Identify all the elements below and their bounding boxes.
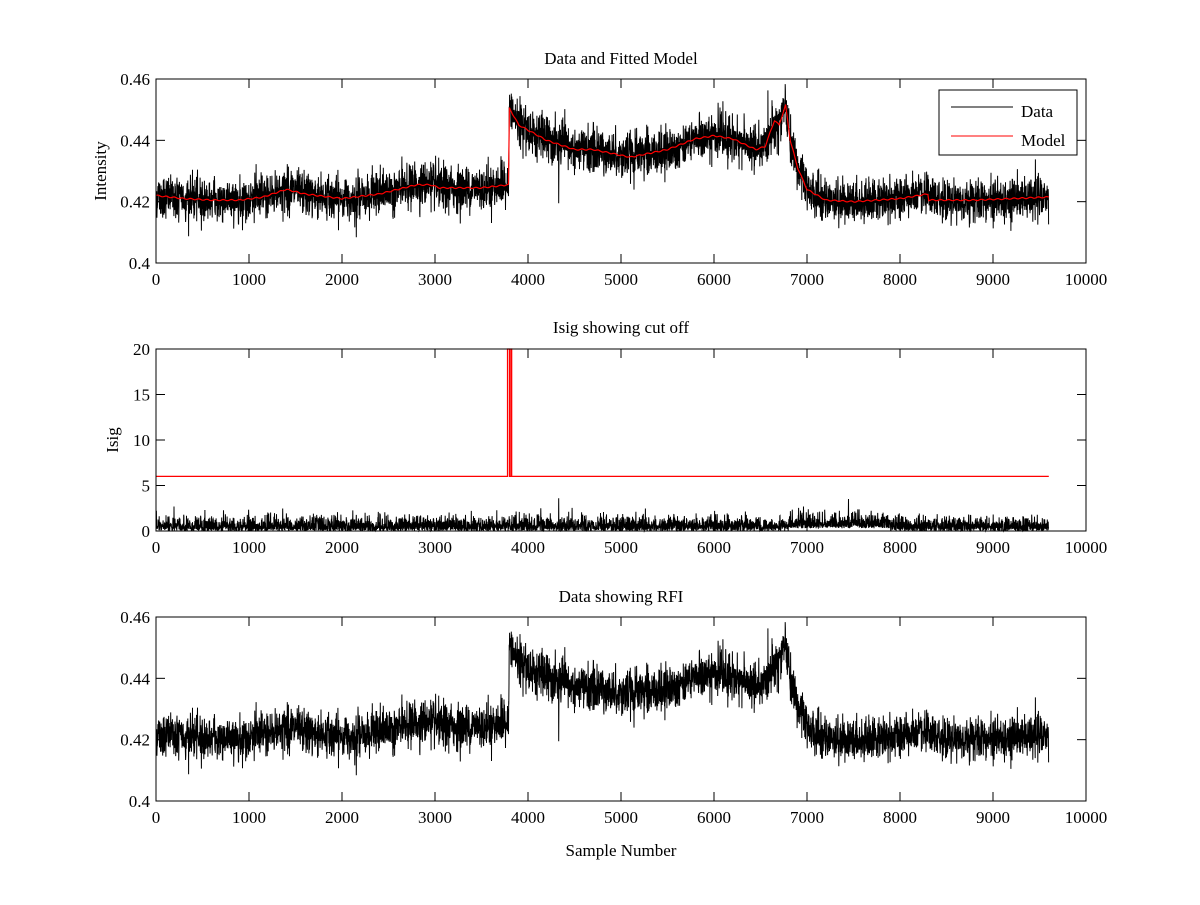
x-tick-label: 5000 — [604, 538, 638, 557]
x-tick-label: 10000 — [1065, 538, 1108, 557]
x-tick-label: 0 — [152, 270, 161, 289]
x-tick-label: 6000 — [697, 808, 731, 827]
subplot-data-and-model: Data and Fitted Model Intensity 0 1000 200… — [91, 49, 1107, 289]
x-tick-label: 0 — [152, 808, 161, 827]
x-tick-label: 7000 — [790, 538, 824, 557]
x-tick-label: 7000 — [790, 270, 824, 289]
x-tick-label: 1000 — [232, 538, 266, 557]
y-tick-label: 0.46 — [120, 608, 150, 627]
legend: Data Model — [938, 89, 1078, 156]
y-tick-label: 20 — [133, 340, 150, 359]
x-tick-label: 9000 — [976, 808, 1010, 827]
cutoff-series-line — [156, 348, 1049, 477]
legend-model-label: Model — [1021, 131, 1066, 150]
x-tick-label: 2000 — [325, 808, 359, 827]
subplot-2-ylabel: Isig — [103, 427, 122, 453]
x-tick-label: 3000 — [418, 808, 452, 827]
y-tick-label: 15 — [133, 386, 150, 405]
subplot-3-title: Data showing RFI — [559, 587, 684, 606]
y-tick-label: 10 — [133, 431, 150, 450]
y-tick-label: 0.44 — [120, 131, 150, 150]
y-tick-label: 5 — [142, 477, 151, 496]
subplot-isig: Isig showing cut off Isig 0 1000 2000 3000 4… — [103, 318, 1107, 557]
y-tick-label: 0.44 — [120, 669, 150, 688]
x-tick-label: 2000 — [325, 538, 359, 557]
x-tick-label: 8000 — [883, 538, 917, 557]
subplot-1-title: Data and Fitted Model — [544, 49, 698, 68]
data-series-line — [155, 84, 1050, 238]
isig-series-line — [155, 498, 1050, 533]
x-tick-label: 10000 — [1065, 270, 1108, 289]
legend-data-label: Data — [1021, 102, 1054, 121]
x-tick-label: 0 — [152, 538, 161, 557]
y-tick-label: 0 — [142, 522, 151, 541]
x-tick-label: 1000 — [232, 808, 266, 827]
x-tick-label: 7000 — [790, 808, 824, 827]
model-series-line — [155, 104, 1049, 203]
x-tick-label: 3000 — [418, 538, 452, 557]
x-tick-label: 9000 — [976, 270, 1010, 289]
x-tick-label: 4000 — [511, 538, 545, 557]
subplot-1-ylabel: Intensity — [91, 141, 110, 201]
y-tick-label: 0.42 — [120, 731, 150, 750]
x-tick-label: 6000 — [697, 270, 731, 289]
x-tick-label: 1000 — [232, 270, 266, 289]
x-tick-label: 10000 — [1065, 808, 1108, 827]
x-tick-label: 4000 — [511, 808, 545, 827]
x-tick-label: 3000 — [418, 270, 452, 289]
y-tick-label: 0.46 — [120, 70, 150, 89]
y-tick-label: 0.4 — [129, 254, 151, 273]
axes-box — [155, 616, 1087, 802]
x-tick-label: 6000 — [697, 538, 731, 557]
y-tick-label: 0.42 — [120, 193, 150, 212]
x-tick-label: 8000 — [883, 808, 917, 827]
data-series-line — [155, 622, 1050, 776]
y-tick-label: 0.4 — [129, 792, 151, 811]
axes-box — [155, 348, 1087, 532]
x-tick-label: 2000 — [325, 270, 359, 289]
subplot-3-xlabel: Sample Number — [566, 841, 677, 860]
x-tick-label: 5000 — [604, 270, 638, 289]
subplot-rfi: Data showing RFI Sample Number 0 1000 2000… — [120, 587, 1107, 860]
subplot-2-title: Isig showing cut off — [553, 318, 689, 337]
x-tick-label: 4000 — [511, 270, 545, 289]
legend-box — [938, 89, 1078, 156]
x-tick-label: 5000 — [604, 808, 638, 827]
x-tick-label: 9000 — [976, 538, 1010, 557]
x-tick-label: 8000 — [883, 270, 917, 289]
